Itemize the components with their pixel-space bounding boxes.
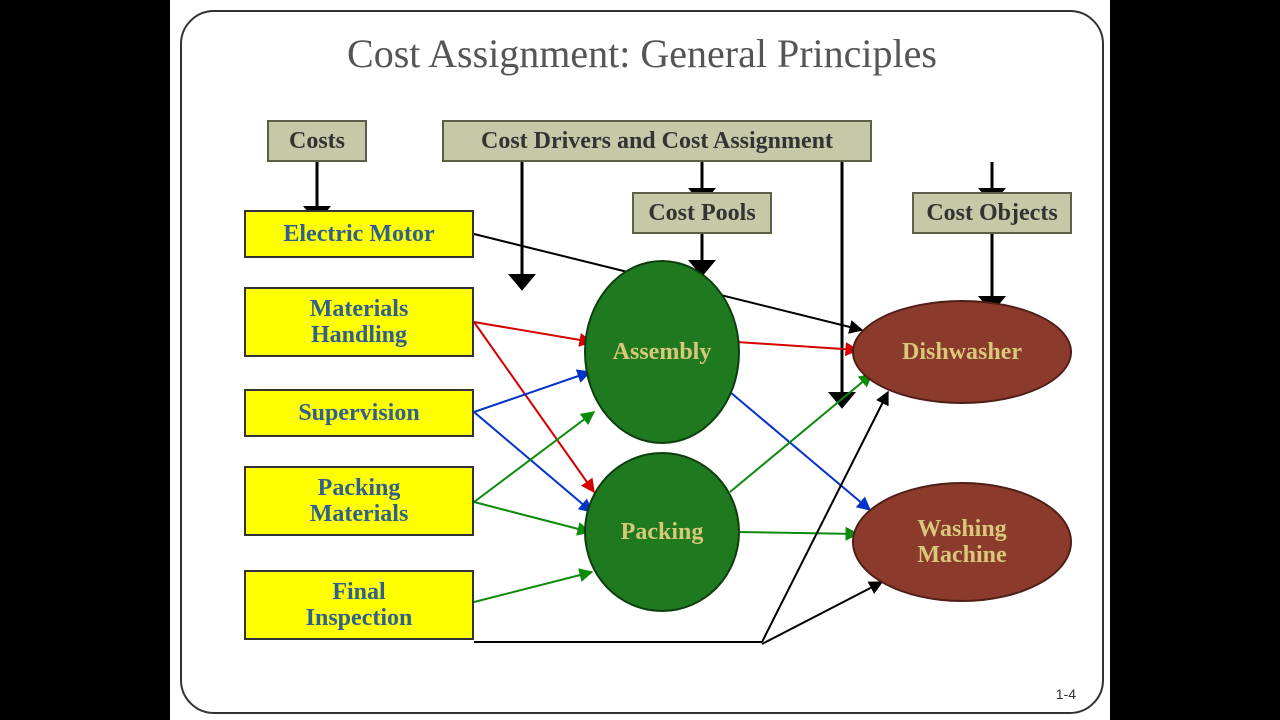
pool-0: Assembly bbox=[584, 260, 740, 444]
cost-box-0: Electric Motor bbox=[244, 210, 474, 258]
cost-box-4: Final Inspection bbox=[244, 570, 474, 640]
header-cost_pools: Cost Pools bbox=[632, 192, 772, 234]
cost-box-2: Supervision bbox=[244, 389, 474, 437]
slide-title: Cost Assignment: General Principles bbox=[182, 30, 1102, 77]
cost-box-1: Materials Handling bbox=[244, 287, 474, 357]
object-0: Dishwasher bbox=[852, 300, 1072, 404]
header-cost_objects: Cost Objects bbox=[912, 192, 1072, 234]
header-costs: Costs bbox=[267, 120, 367, 162]
page-number: 1-4 bbox=[1056, 686, 1076, 702]
slide-frame: Cost Assignment: General Principles Cost… bbox=[180, 10, 1104, 714]
pool-1: Packing bbox=[584, 452, 740, 612]
stage: Cost Assignment: General Principles Cost… bbox=[170, 0, 1110, 720]
header-drivers: Cost Drivers and Cost Assignment bbox=[442, 120, 872, 162]
cost-box-3: Packing Materials bbox=[244, 466, 474, 536]
object-1: Washing Machine bbox=[852, 482, 1072, 602]
